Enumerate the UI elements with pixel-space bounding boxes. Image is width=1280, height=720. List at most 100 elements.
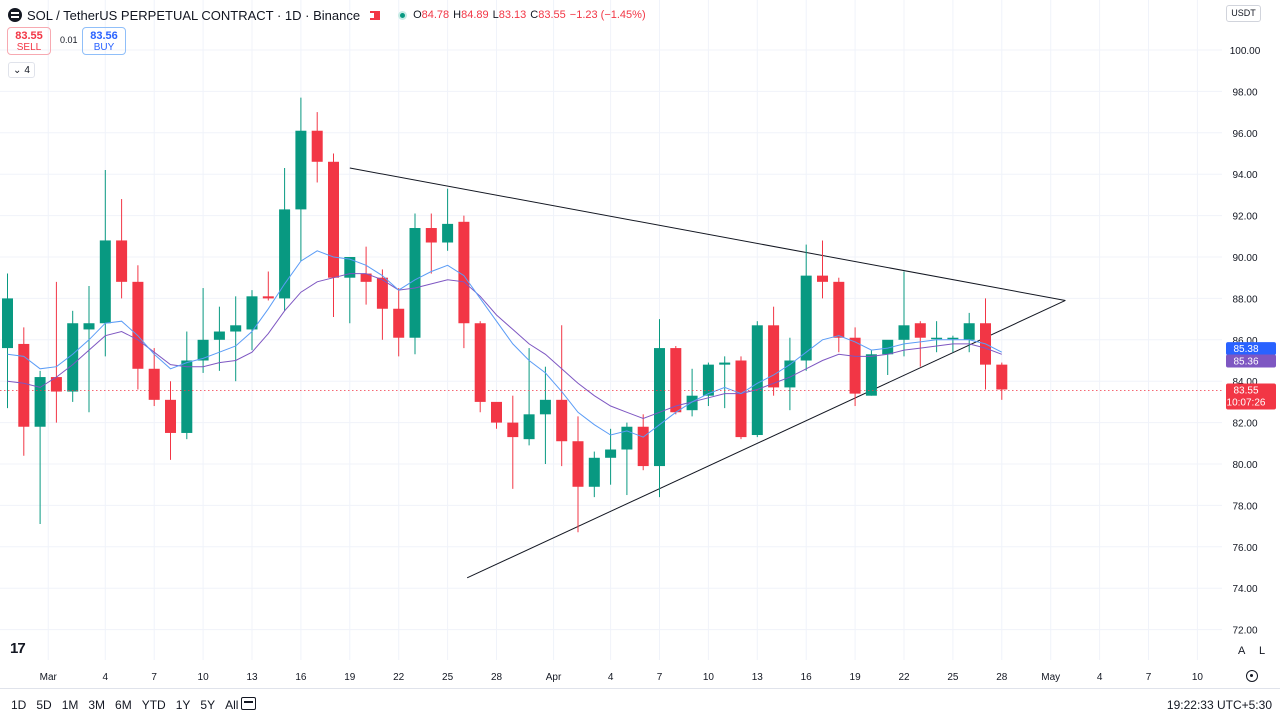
range-1m-button[interactable]: 1M (61, 698, 79, 712)
candle-body (393, 308, 405, 338)
candle (360, 246, 372, 305)
candle-body (279, 209, 291, 299)
bottom-toolbar: 1D 5D 1M 3M 6M YTD 1Y 5Y All 19:22:33 UT… (0, 688, 1280, 720)
range-6m-button[interactable]: 6M (115, 698, 132, 712)
buy-button[interactable]: 83.56 BUY (82, 27, 126, 55)
candle-body (360, 273, 372, 282)
log-scale-button[interactable]: L (1259, 645, 1266, 657)
settings-gear-icon[interactable] (1246, 670, 1258, 682)
candle-body (539, 399, 551, 415)
tradingview-logo-icon[interactable]: 17 (10, 640, 26, 657)
range-3m-button[interactable]: 3M (88, 698, 106, 712)
candle (719, 356, 731, 409)
candle (197, 288, 209, 373)
candle-body (18, 343, 30, 427)
candle-body (99, 240, 111, 324)
candle (213, 306, 225, 371)
candle (67, 310, 79, 402)
time-tick-label: 25 (947, 672, 959, 683)
candle (898, 271, 910, 357)
candle (474, 321, 486, 413)
time-tick-label: 4 (103, 672, 109, 683)
candle-body (931, 337, 943, 340)
candle (702, 362, 714, 407)
price-tick-label: 94.00 (1232, 170, 1257, 181)
candle (344, 257, 356, 324)
time-tick-label: Apr (546, 672, 562, 683)
candle-body (768, 325, 780, 388)
ma-slow-line (7, 273, 1002, 420)
candle-body (654, 348, 665, 467)
last-price-axis-label-bg (1226, 383, 1276, 410)
clock-time[interactable]: 19:22:33 UTC+5:30 (1166, 698, 1272, 712)
ma-slow-axis-label-text: 85.36 (1233, 357, 1258, 368)
candle (491, 401, 502, 429)
candle-body (996, 364, 1008, 390)
range-5y-button[interactable]: 5Y (200, 698, 216, 712)
candle (784, 337, 796, 411)
candle-body (262, 296, 274, 299)
sell-price: 83.55 (15, 30, 43, 42)
solana-icon (8, 8, 22, 22)
currency-selector[interactable]: USDT (1226, 5, 1261, 22)
candle (376, 269, 388, 340)
sell-button[interactable]: 83.55 SELL (7, 27, 51, 55)
ohlc-high: H84.89 (453, 9, 489, 21)
candle (328, 153, 339, 318)
ma-fast-axis-label-text: 85.38 (1233, 344, 1258, 355)
calendar-icon[interactable] (241, 697, 256, 710)
trendlines (349, 167, 1066, 579)
candle (230, 296, 242, 382)
flag-icon[interactable] (370, 10, 381, 20)
range-ytd-button[interactable]: YTD (141, 698, 166, 712)
market-status-icon[interactable] (398, 10, 408, 20)
candle-body (197, 339, 209, 361)
price-tick-label: 76.00 (1232, 543, 1257, 554)
candle-body (181, 360, 193, 433)
candle (751, 321, 763, 438)
candle (311, 112, 323, 183)
range-all-button[interactable]: All (225, 698, 239, 712)
time-tick-label: May (1041, 672, 1060, 683)
candle-body (295, 130, 307, 210)
candle-body (425, 228, 437, 243)
time-tick-label: 22 (898, 672, 910, 683)
range-1d-button[interactable]: 1D (11, 698, 27, 712)
price-tick-label: 82.00 (1232, 419, 1257, 430)
time-axis[interactable]: Mar 4 7 10 13 16 19 22 25 28 Apr 4 7 10 13 16 19 22 25 28 Ma… (40, 672, 1204, 683)
candle (833, 277, 845, 353)
time-tick-label: 16 (801, 672, 813, 683)
sell-label: SELL (16, 42, 42, 53)
candle-body (50, 377, 62, 392)
range-1y-button[interactable]: 1Y (175, 698, 191, 712)
candlestick-series (2, 97, 1008, 533)
auto-scale-button[interactable]: A (1238, 645, 1246, 657)
candle-body (474, 323, 486, 402)
price-tick-label: 80.00 (1232, 460, 1257, 471)
price-tick-label: 74.00 (1232, 584, 1257, 595)
candle (996, 362, 1008, 400)
candle (507, 395, 519, 489)
candle (181, 331, 193, 440)
candle-body (702, 364, 714, 396)
time-tick-label: 13 (752, 672, 764, 683)
range-5d-button[interactable]: 5D (36, 698, 52, 712)
price-axis[interactable]: 72.00 74.00 76.00 78.00 80.00 82.00 84.00 86.00… (1226, 46, 1276, 637)
price-tick-label: 88.00 (1232, 294, 1257, 305)
buy-price: 83.56 (90, 30, 118, 42)
indicators-toggle[interactable]: ⌄ 4 (8, 62, 35, 78)
candle (605, 428, 617, 485)
time-tick-label: 4 (608, 672, 614, 683)
candle (817, 240, 828, 299)
candle (800, 244, 812, 371)
time-tick-label: 13 (246, 672, 258, 683)
candle-body (409, 228, 421, 338)
candle (556, 325, 568, 467)
price-tick-label: 96.00 (1232, 129, 1257, 140)
candle-body (784, 360, 796, 388)
symbol-title[interactable]: SOL / TetherUS PERPETUAL CONTRACT · 1D ·… (27, 7, 361, 23)
price-chart[interactable]: 72.00 74.00 76.00 78.00 80.00 82.00 84.00 86.00… (0, 0, 1280, 688)
candle (262, 271, 274, 301)
time-tick-label: 7 (657, 672, 663, 683)
candle (768, 306, 780, 396)
